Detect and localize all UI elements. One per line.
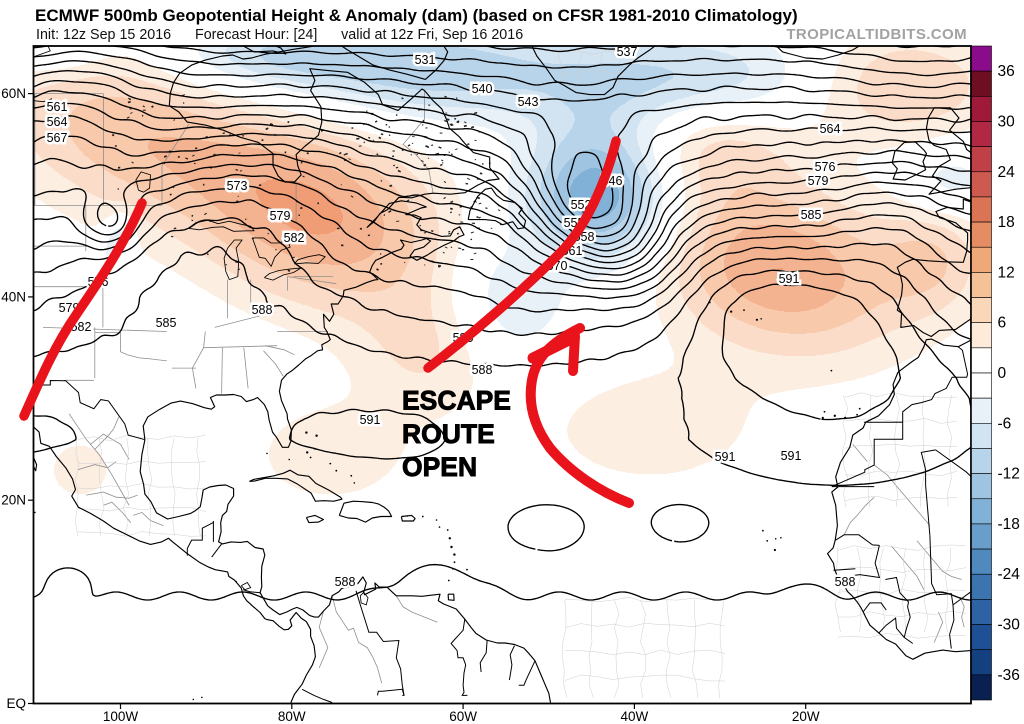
svg-text:564: 564 [820, 122, 841, 136]
svg-text:Init: 12z Sep 15 2016 For: Init: 12z Sep 15 2016 Forecast Hour: [24… [36, 27, 523, 43]
svg-text:-36: -36 [998, 667, 1020, 684]
svg-text:0: 0 [998, 365, 1007, 382]
svg-text:579: 579 [270, 209, 291, 223]
svg-text:60W: 60W [449, 709, 477, 724]
svg-text:567: 567 [47, 131, 68, 145]
svg-text:585: 585 [156, 316, 177, 330]
svg-text:540: 540 [472, 82, 493, 96]
svg-text:588: 588 [252, 303, 273, 317]
svg-text:80W: 80W [278, 709, 306, 724]
svg-text:531: 531 [415, 53, 436, 67]
svg-text:564: 564 [47, 115, 68, 129]
svg-text:18: 18 [998, 214, 1015, 231]
svg-text:585: 585 [801, 208, 822, 222]
svg-text:591: 591 [779, 272, 800, 286]
svg-text:-6: -6 [998, 415, 1012, 432]
svg-text:573: 573 [227, 179, 248, 193]
svg-text:579: 579 [808, 174, 829, 188]
svg-text:ECMWF 500mb Geopotential Heigh: ECMWF 500mb Geopotential Height & Anomal… [35, 6, 798, 25]
svg-text:OPEN: OPEN [402, 452, 477, 482]
svg-text:TROPICALTIDBITS.COM: TROPICALTIDBITS.COM [786, 26, 967, 43]
svg-text:-12: -12 [998, 466, 1020, 483]
svg-text:-24: -24 [998, 566, 1021, 583]
svg-text:ESCAPE: ESCAPE [402, 386, 511, 416]
svg-text:591: 591 [715, 450, 736, 464]
svg-text:ROUTE: ROUTE [402, 419, 495, 449]
svg-text:591: 591 [781, 449, 802, 463]
svg-text:20N: 20N [1, 493, 26, 508]
svg-text:-18: -18 [998, 516, 1020, 533]
svg-text:40N: 40N [1, 289, 26, 304]
svg-text:588: 588 [472, 363, 493, 377]
svg-text:-30: -30 [998, 617, 1021, 634]
svg-text:591: 591 [360, 413, 381, 427]
svg-text:12: 12 [998, 264, 1015, 281]
svg-text:24: 24 [998, 164, 1016, 181]
svg-text:100W: 100W [103, 709, 139, 724]
svg-text:588: 588 [835, 575, 856, 589]
svg-text:40W: 40W [621, 709, 649, 724]
svg-text:543: 543 [518, 95, 539, 109]
svg-text:537: 537 [617, 45, 638, 59]
svg-text:30: 30 [998, 114, 1016, 131]
svg-text:588: 588 [335, 575, 356, 589]
svg-text:20W: 20W [792, 709, 820, 724]
svg-text:561: 561 [47, 100, 68, 114]
svg-text:576: 576 [815, 160, 836, 174]
svg-text:582: 582 [284, 231, 305, 245]
svg-text:EQ: EQ [6, 696, 26, 711]
svg-text:6: 6 [998, 315, 1007, 332]
svg-text:36: 36 [998, 63, 1015, 80]
svg-text:60N: 60N [1, 86, 26, 101]
